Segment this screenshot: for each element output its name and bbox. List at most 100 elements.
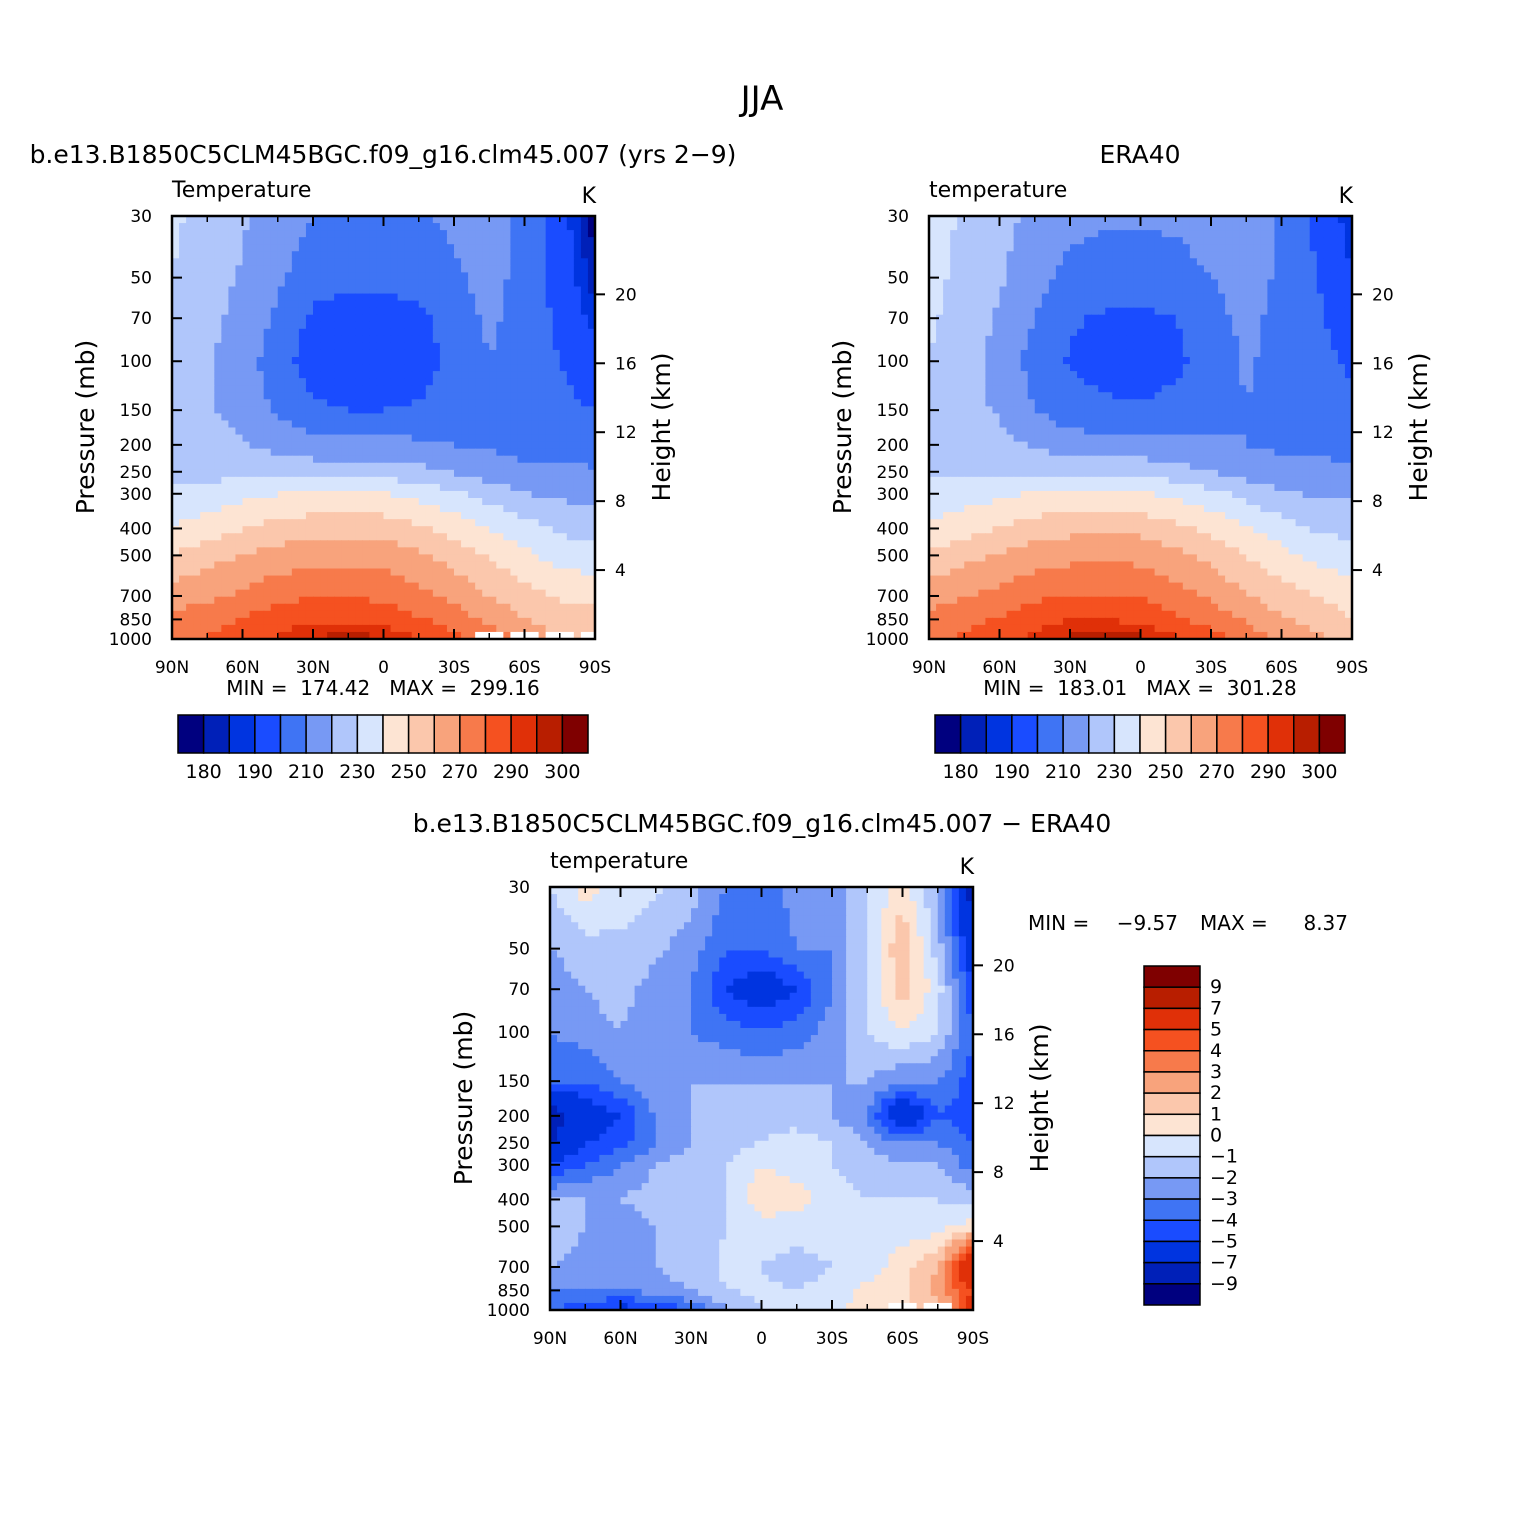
contour-cell xyxy=(404,244,413,252)
contour-cell xyxy=(418,603,427,612)
contour-cell xyxy=(929,293,937,302)
contour-cell xyxy=(503,561,511,570)
contour-cell xyxy=(277,526,286,534)
contour-cell xyxy=(1006,223,1015,231)
contour-cell xyxy=(334,406,342,414)
contour-cell xyxy=(305,300,314,309)
contour-cell xyxy=(313,610,321,619)
contour-cell xyxy=(362,244,370,252)
contour-cell xyxy=(545,357,554,365)
contour-cell xyxy=(538,554,547,563)
contour-cell xyxy=(334,483,342,492)
contour-cell xyxy=(341,547,349,555)
contour-cell xyxy=(179,603,187,612)
contour-cell xyxy=(1218,328,1226,337)
contour-cell xyxy=(978,237,986,245)
contour-cell xyxy=(341,441,349,450)
contour-cell xyxy=(517,434,526,443)
contour-cell xyxy=(978,279,986,288)
contour-cell xyxy=(439,357,448,365)
contour-cell xyxy=(510,307,519,316)
contour-cell xyxy=(313,258,321,266)
contour-cell xyxy=(270,307,279,316)
contour-cell xyxy=(249,526,258,534)
contour-cell xyxy=(221,321,229,330)
contour-cell xyxy=(992,293,1001,302)
contour-cell xyxy=(573,371,582,379)
contour-cell xyxy=(348,237,356,245)
contour-cell xyxy=(221,399,229,407)
contour-cell xyxy=(207,427,215,436)
contour-cell xyxy=(559,512,568,520)
contour-cell xyxy=(404,392,413,400)
contour-cell xyxy=(1309,314,1318,323)
contour-cell xyxy=(1091,223,1099,231)
contour-cell xyxy=(425,328,434,337)
contour-cell xyxy=(1225,251,1233,259)
y-tick-label: 30 xyxy=(130,207,152,227)
contour-cell xyxy=(580,596,589,605)
contour-cell xyxy=(1309,357,1318,365)
contour-cell xyxy=(277,371,286,379)
contour-cell xyxy=(242,378,251,386)
contour-cell xyxy=(207,420,215,429)
contour-cell xyxy=(552,441,561,450)
contour-cell xyxy=(179,533,187,541)
contour-cell xyxy=(263,526,272,534)
contour-cell xyxy=(341,498,349,506)
contour-cell xyxy=(228,617,237,626)
contour-cell xyxy=(985,328,994,337)
contour-cell xyxy=(200,519,208,527)
contour-cell xyxy=(496,237,504,245)
contour-cell xyxy=(566,406,575,414)
contour-cell xyxy=(454,427,462,436)
contour-cell xyxy=(1281,279,1290,288)
contour-cell xyxy=(305,603,314,612)
contour-cell xyxy=(186,413,194,422)
contour-cell xyxy=(390,533,399,541)
contour-cell xyxy=(193,406,201,414)
contour-cell xyxy=(1344,349,1353,358)
contour-cell xyxy=(573,342,582,351)
contour-cell xyxy=(510,216,519,224)
contour-cell xyxy=(1253,258,1261,266)
y-tick-label: 300 xyxy=(120,485,152,505)
contour-cell xyxy=(446,490,455,499)
contour-cell xyxy=(1112,357,1120,365)
contour-cell xyxy=(992,216,1001,224)
contour-cell xyxy=(200,483,208,492)
contour-cell xyxy=(291,498,300,506)
contour-cell xyxy=(943,357,951,365)
contour-cell xyxy=(228,244,237,252)
contour-cell xyxy=(221,293,229,302)
contour-cell xyxy=(228,434,237,443)
contour-cell xyxy=(277,533,286,541)
contour-cell xyxy=(1246,321,1254,330)
contour-cell xyxy=(496,462,504,471)
contour-cell xyxy=(418,554,427,563)
contour-cell xyxy=(327,568,335,577)
colorbar-box xyxy=(305,714,333,754)
contour-cell xyxy=(383,490,392,499)
contour-cell xyxy=(482,272,490,281)
contour-cell xyxy=(186,427,194,436)
contour-cell xyxy=(950,237,958,245)
contour-cell xyxy=(531,533,540,541)
contour-cell xyxy=(510,589,519,598)
contour-cell xyxy=(489,265,497,273)
contour-cell xyxy=(179,293,187,302)
contour-cell xyxy=(475,526,483,534)
contour-cell xyxy=(291,272,300,281)
contour-cell xyxy=(985,342,994,351)
contour-cell xyxy=(1062,300,1071,309)
contour-cell xyxy=(1013,342,1022,351)
contour-cell xyxy=(559,237,568,245)
contour-cell xyxy=(992,223,1001,231)
contour-cell xyxy=(439,342,448,351)
contour-cell xyxy=(1239,237,1247,245)
contour-cell xyxy=(978,244,986,252)
contour-cell xyxy=(559,364,568,372)
contour-cell xyxy=(179,441,187,450)
contour-cell xyxy=(348,223,356,231)
contour-cell xyxy=(228,286,237,295)
